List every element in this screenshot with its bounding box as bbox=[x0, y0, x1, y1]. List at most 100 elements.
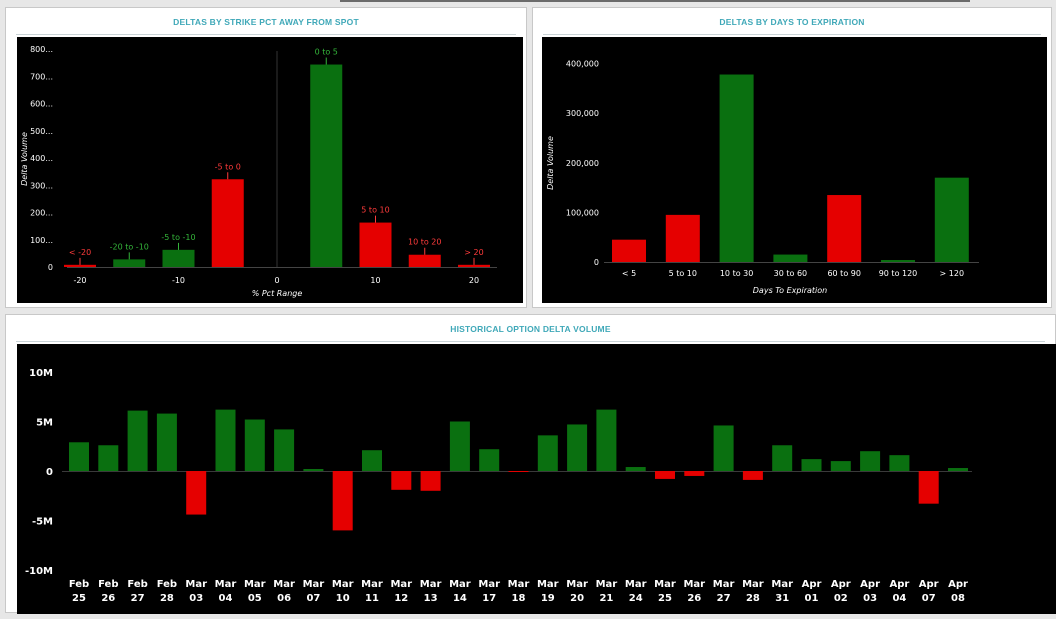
history-chart-area: 10M 5M 0 -5M -10M Feb 25 Feb 26 Feb 27 Feb 28 Mar 03 Ma… bbox=[17, 344, 1056, 614]
bar bbox=[772, 445, 793, 471]
title-divider bbox=[16, 341, 1045, 342]
bar bbox=[719, 74, 754, 263]
y-tick-label: 5M bbox=[36, 418, 53, 429]
bar bbox=[359, 222, 392, 267]
bar bbox=[303, 469, 324, 471]
x-tick-label-month: Mar bbox=[654, 579, 676, 590]
x-tick-label: 10 bbox=[370, 276, 380, 285]
data-label: 0 to 5 bbox=[315, 48, 338, 57]
x-tick-label-day: 13 bbox=[424, 593, 438, 604]
x-tick-label-day: 27 bbox=[131, 593, 145, 604]
x-tick-label-month: Apr bbox=[919, 579, 939, 590]
x-tick-label-month: Mar bbox=[742, 579, 764, 590]
x-tick-label-month: Feb bbox=[98, 579, 118, 590]
bar bbox=[127, 410, 148, 471]
y-tick-label: 100... bbox=[30, 236, 53, 245]
strike-pct-chart: 0 100... 200... 300... 400... 500... 600... 700… bbox=[20, 45, 497, 298]
x-tick-label-day: 11 bbox=[365, 593, 379, 604]
x-tick-label-month: Mar bbox=[537, 579, 559, 590]
x-tick-label-month: Mar bbox=[420, 579, 442, 590]
bar bbox=[64, 264, 96, 267]
bar bbox=[362, 450, 382, 471]
x-tick-label-day: 08 bbox=[951, 593, 965, 604]
historical-delta-panel: HISTORICAL OPTION DELTA VOLUME 10M 5M 0 -5M… bbox=[5, 314, 1056, 614]
x-tick-label-month: Feb bbox=[157, 579, 177, 590]
data-label: -5 to -10 bbox=[161, 233, 195, 242]
x-tick-label-day: 04 bbox=[219, 593, 233, 604]
bar bbox=[713, 425, 734, 471]
x-tick-label-month: Mar bbox=[596, 579, 618, 590]
x-tick-label-day: 07 bbox=[306, 593, 320, 604]
bar bbox=[625, 467, 646, 471]
data-label: < -20 bbox=[69, 248, 91, 257]
x-tick-label-month: Mar bbox=[361, 579, 383, 590]
y-tick-label: 100,000 bbox=[566, 208, 599, 217]
x-tick-label: 30 to 60 bbox=[774, 269, 807, 278]
bar bbox=[830, 461, 851, 471]
x-tick-label-month: Mar bbox=[273, 579, 295, 590]
bar bbox=[215, 409, 236, 471]
y-tick-label: 10M bbox=[29, 368, 53, 379]
x-tick-label-month: Mar bbox=[449, 579, 471, 590]
x-tick-label-day: 26 bbox=[687, 593, 701, 604]
x-tick-label-day: 04 bbox=[892, 593, 906, 604]
x-tick-label-day: 06 bbox=[277, 593, 291, 604]
y-tick-label: 500... bbox=[30, 127, 53, 136]
title-divider bbox=[543, 34, 1041, 35]
x-tick-label-day: 20 bbox=[570, 593, 584, 604]
bar bbox=[98, 445, 119, 471]
data-label: 10 to 20 bbox=[408, 238, 441, 247]
x-tick-label-day: 14 bbox=[453, 593, 467, 604]
x-tick-label-day: 05 bbox=[248, 593, 262, 604]
y-axis-title: Delta Volume bbox=[20, 132, 29, 186]
x-axis-title: % Pct Range bbox=[252, 289, 303, 298]
x-tick-label-day: 21 bbox=[599, 593, 613, 604]
y-tick-label: 200,000 bbox=[566, 159, 599, 168]
x-tick-label: > 120 bbox=[940, 269, 965, 278]
x-tick-label-day: 19 bbox=[541, 593, 555, 604]
bar bbox=[665, 214, 700, 262]
bar bbox=[742, 471, 763, 480]
bar bbox=[420, 471, 441, 491]
x-tick-label: < 5 bbox=[622, 269, 636, 278]
x-tick-label: -10 bbox=[172, 276, 185, 285]
x-tick-label-month: Mar bbox=[771, 579, 793, 590]
x-tick-label: 0 bbox=[274, 276, 279, 285]
bar bbox=[310, 64, 343, 267]
x-tick-label-day: 26 bbox=[101, 593, 115, 604]
x-tick-label: 20 bbox=[469, 276, 479, 285]
x-tick-label-month: Mar bbox=[390, 579, 412, 590]
x-tick-label: 60 to 90 bbox=[827, 269, 860, 278]
x-tick-label-day: 25 bbox=[72, 593, 86, 604]
bar bbox=[508, 471, 529, 472]
bar bbox=[162, 249, 195, 267]
x-tick-label-day: 28 bbox=[160, 593, 174, 604]
strike-chart-area: 0 100... 200... 300... 400... 500... 600... 700… bbox=[17, 37, 523, 303]
y-tick-label: 0 bbox=[594, 258, 599, 267]
x-tick-label: 90 to 120 bbox=[879, 269, 918, 278]
x-tick-label-month: Mar bbox=[508, 579, 530, 590]
bar bbox=[655, 471, 675, 479]
x-tick-label: 5 to 10 bbox=[669, 269, 697, 278]
x-tick-label-month: Apr bbox=[831, 579, 851, 590]
bar bbox=[567, 424, 588, 471]
bar bbox=[596, 409, 617, 471]
strike-pct-panel: DELTAS BY STRIKE PCT AWAY FROM SPOT 0 100… bbox=[5, 7, 527, 308]
bar bbox=[801, 459, 822, 471]
bar bbox=[244, 419, 265, 471]
bar bbox=[211, 179, 244, 267]
y-tick-label: 600... bbox=[30, 100, 53, 109]
x-tick-label-month: Feb bbox=[127, 579, 147, 590]
x-tick-label-day: 18 bbox=[512, 593, 526, 604]
x-tick-label-day: 28 bbox=[746, 593, 760, 604]
x-tick-label: -20 bbox=[73, 276, 86, 285]
bar bbox=[156, 413, 177, 471]
x-tick-label-month: Apr bbox=[889, 579, 909, 590]
x-tick-label-day: 03 bbox=[863, 593, 877, 604]
bar bbox=[332, 471, 353, 531]
x-tick-label-month: Mar bbox=[244, 579, 266, 590]
bar bbox=[881, 260, 915, 262]
x-tick-label-day: 17 bbox=[482, 593, 496, 604]
x-tick-label-day: 31 bbox=[775, 593, 789, 604]
x-tick-label-month: Apr bbox=[802, 579, 822, 590]
